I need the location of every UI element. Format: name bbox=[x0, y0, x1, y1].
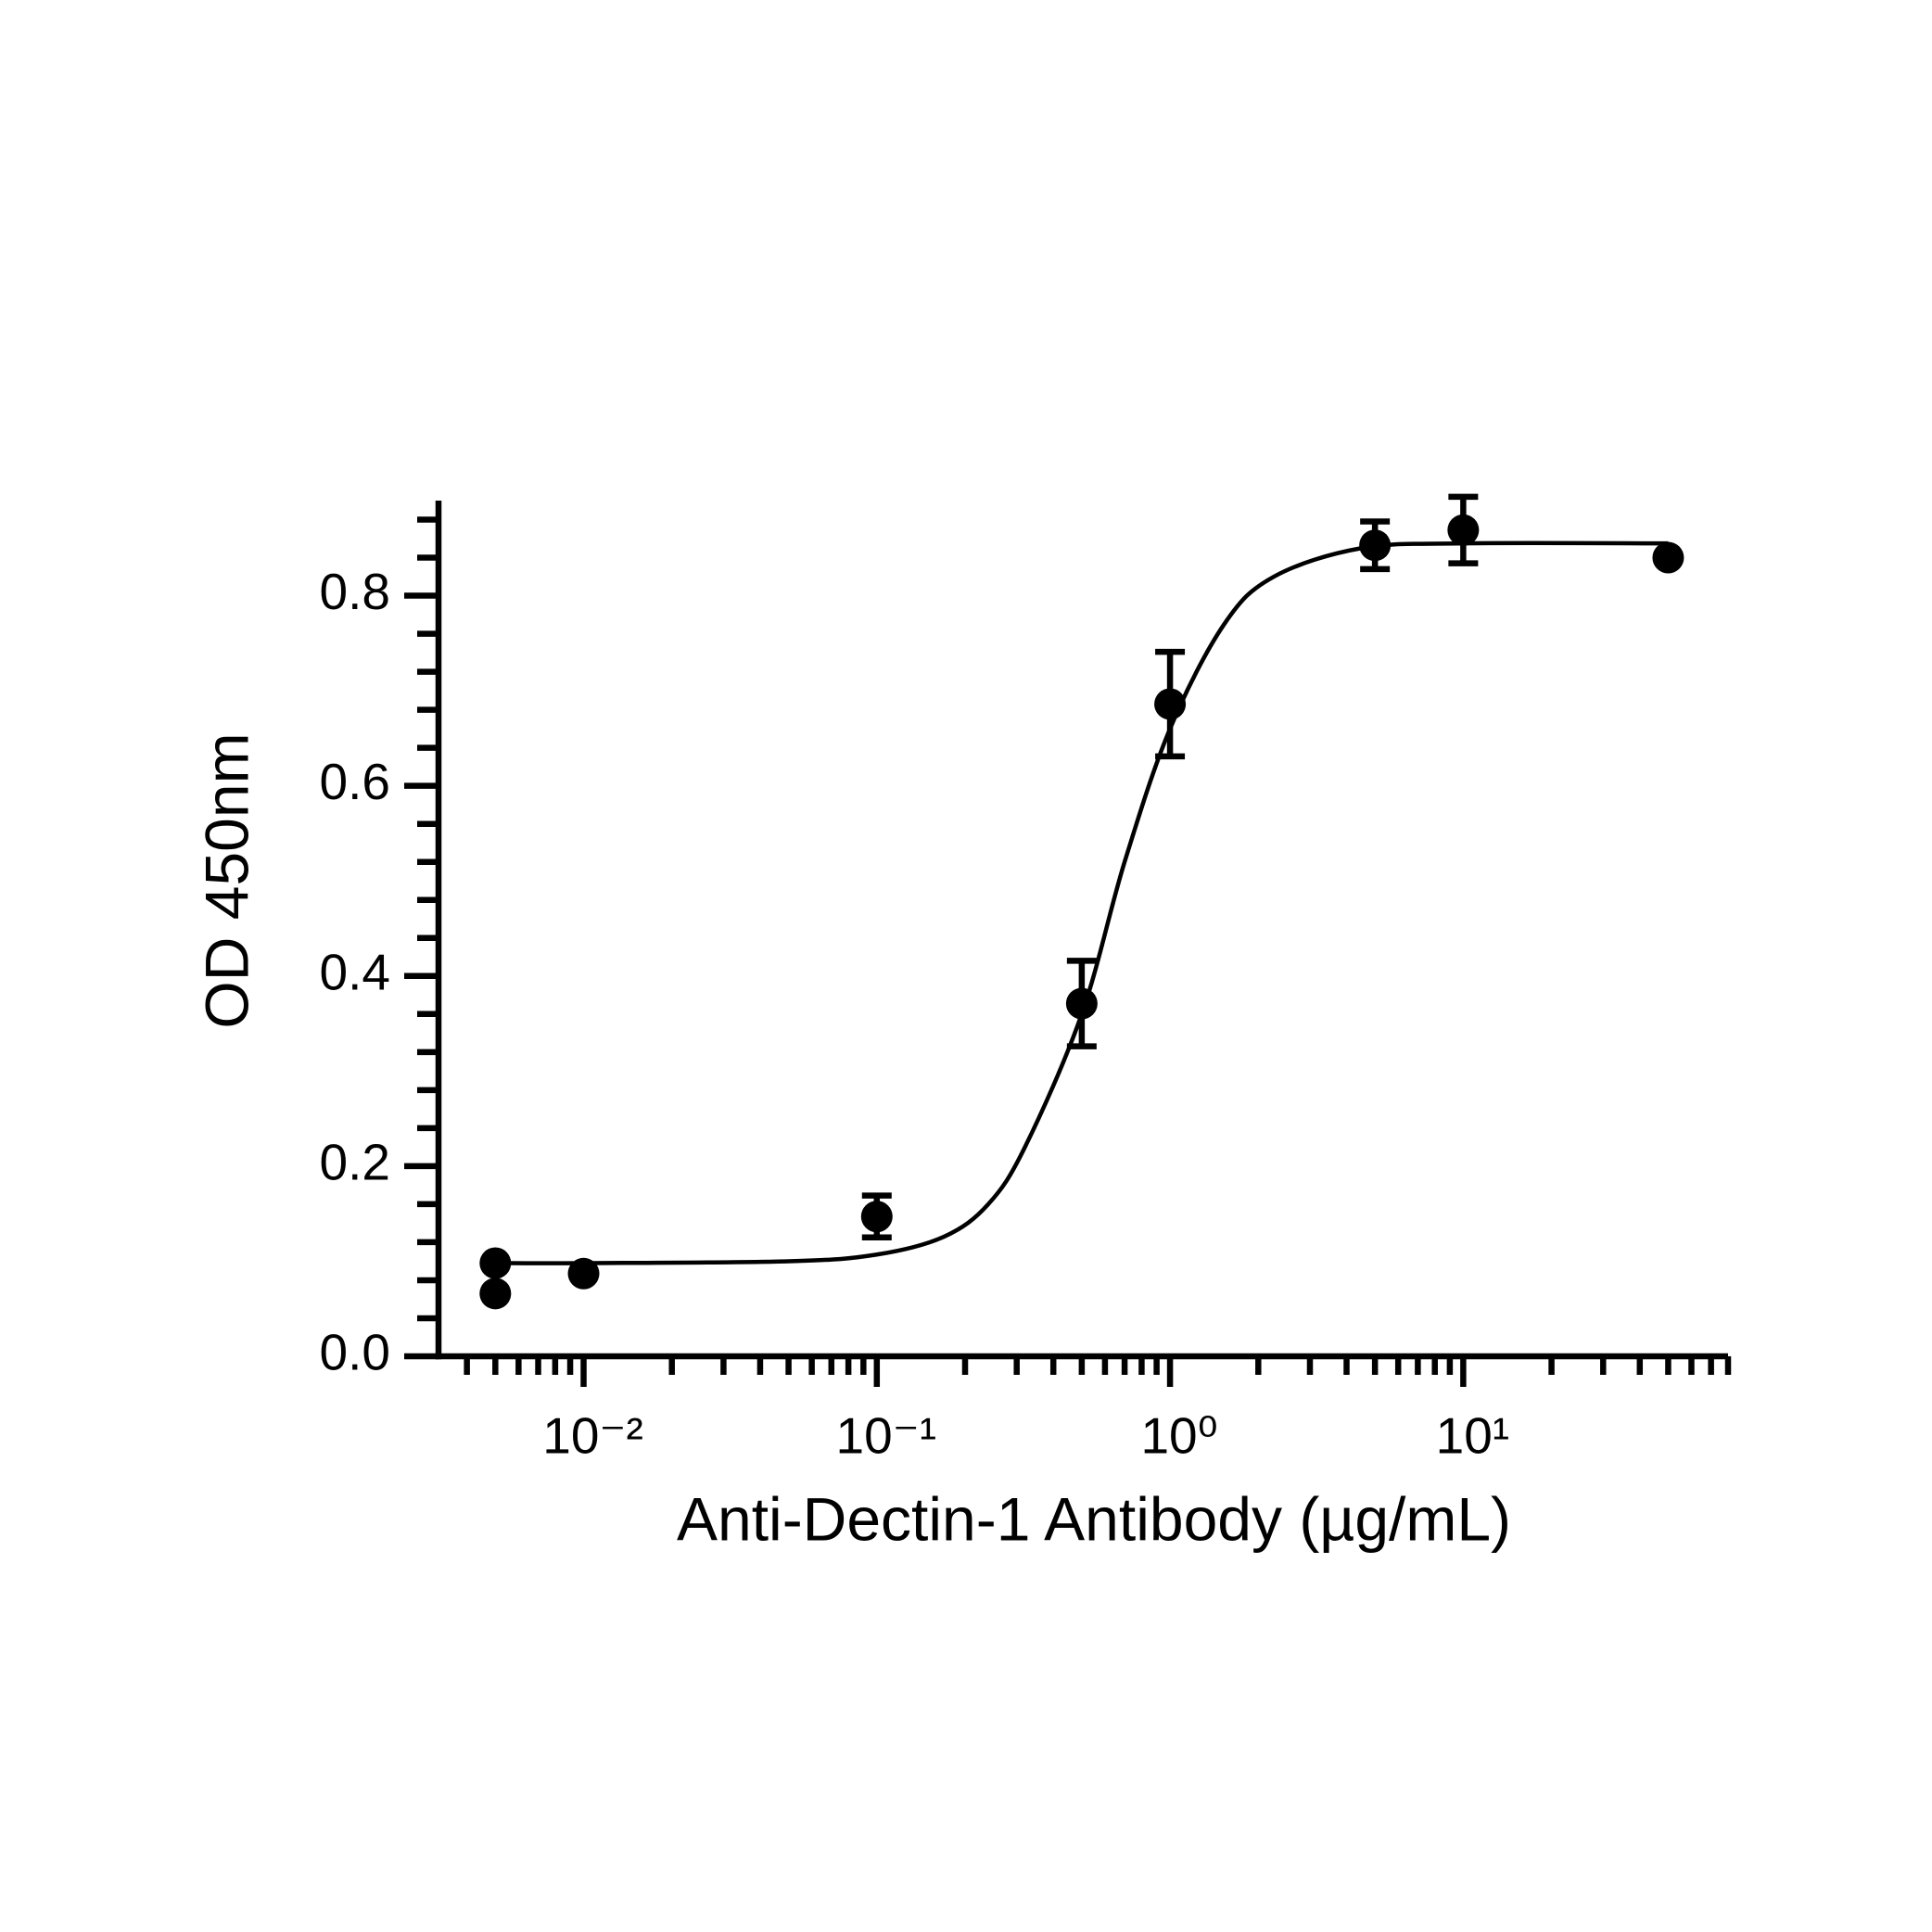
data-point bbox=[479, 1277, 512, 1310]
data-point bbox=[860, 1201, 893, 1233]
data-point bbox=[1359, 529, 1392, 562]
y-tick-label: 0.2 bbox=[320, 1133, 390, 1190]
data-point bbox=[1652, 541, 1684, 574]
y-axis-title: OD 450nm bbox=[192, 732, 261, 1028]
data-point bbox=[567, 1257, 600, 1290]
x-tick-label: 10⁻² bbox=[542, 1407, 643, 1465]
x-tick-label: 10¹ bbox=[1436, 1407, 1510, 1465]
x-tick-label: 10⁻¹ bbox=[836, 1407, 937, 1465]
data-point bbox=[479, 1247, 512, 1279]
fit-curve bbox=[495, 540, 1669, 1265]
y-tick-label: 0.4 bbox=[320, 943, 390, 1000]
data-point bbox=[1154, 688, 1187, 720]
y-tick-label: 0.6 bbox=[320, 753, 390, 810]
y-tick-label: 0.8 bbox=[320, 563, 390, 620]
x-tick-label: 10⁰ bbox=[1140, 1407, 1217, 1465]
x-axis-title: Anti-Dectin-1 Antibody (µg/mL) bbox=[677, 1484, 1511, 1553]
data-point bbox=[1065, 987, 1098, 1020]
data-point bbox=[1447, 514, 1480, 546]
y-tick-label: 0.0 bbox=[320, 1324, 390, 1381]
